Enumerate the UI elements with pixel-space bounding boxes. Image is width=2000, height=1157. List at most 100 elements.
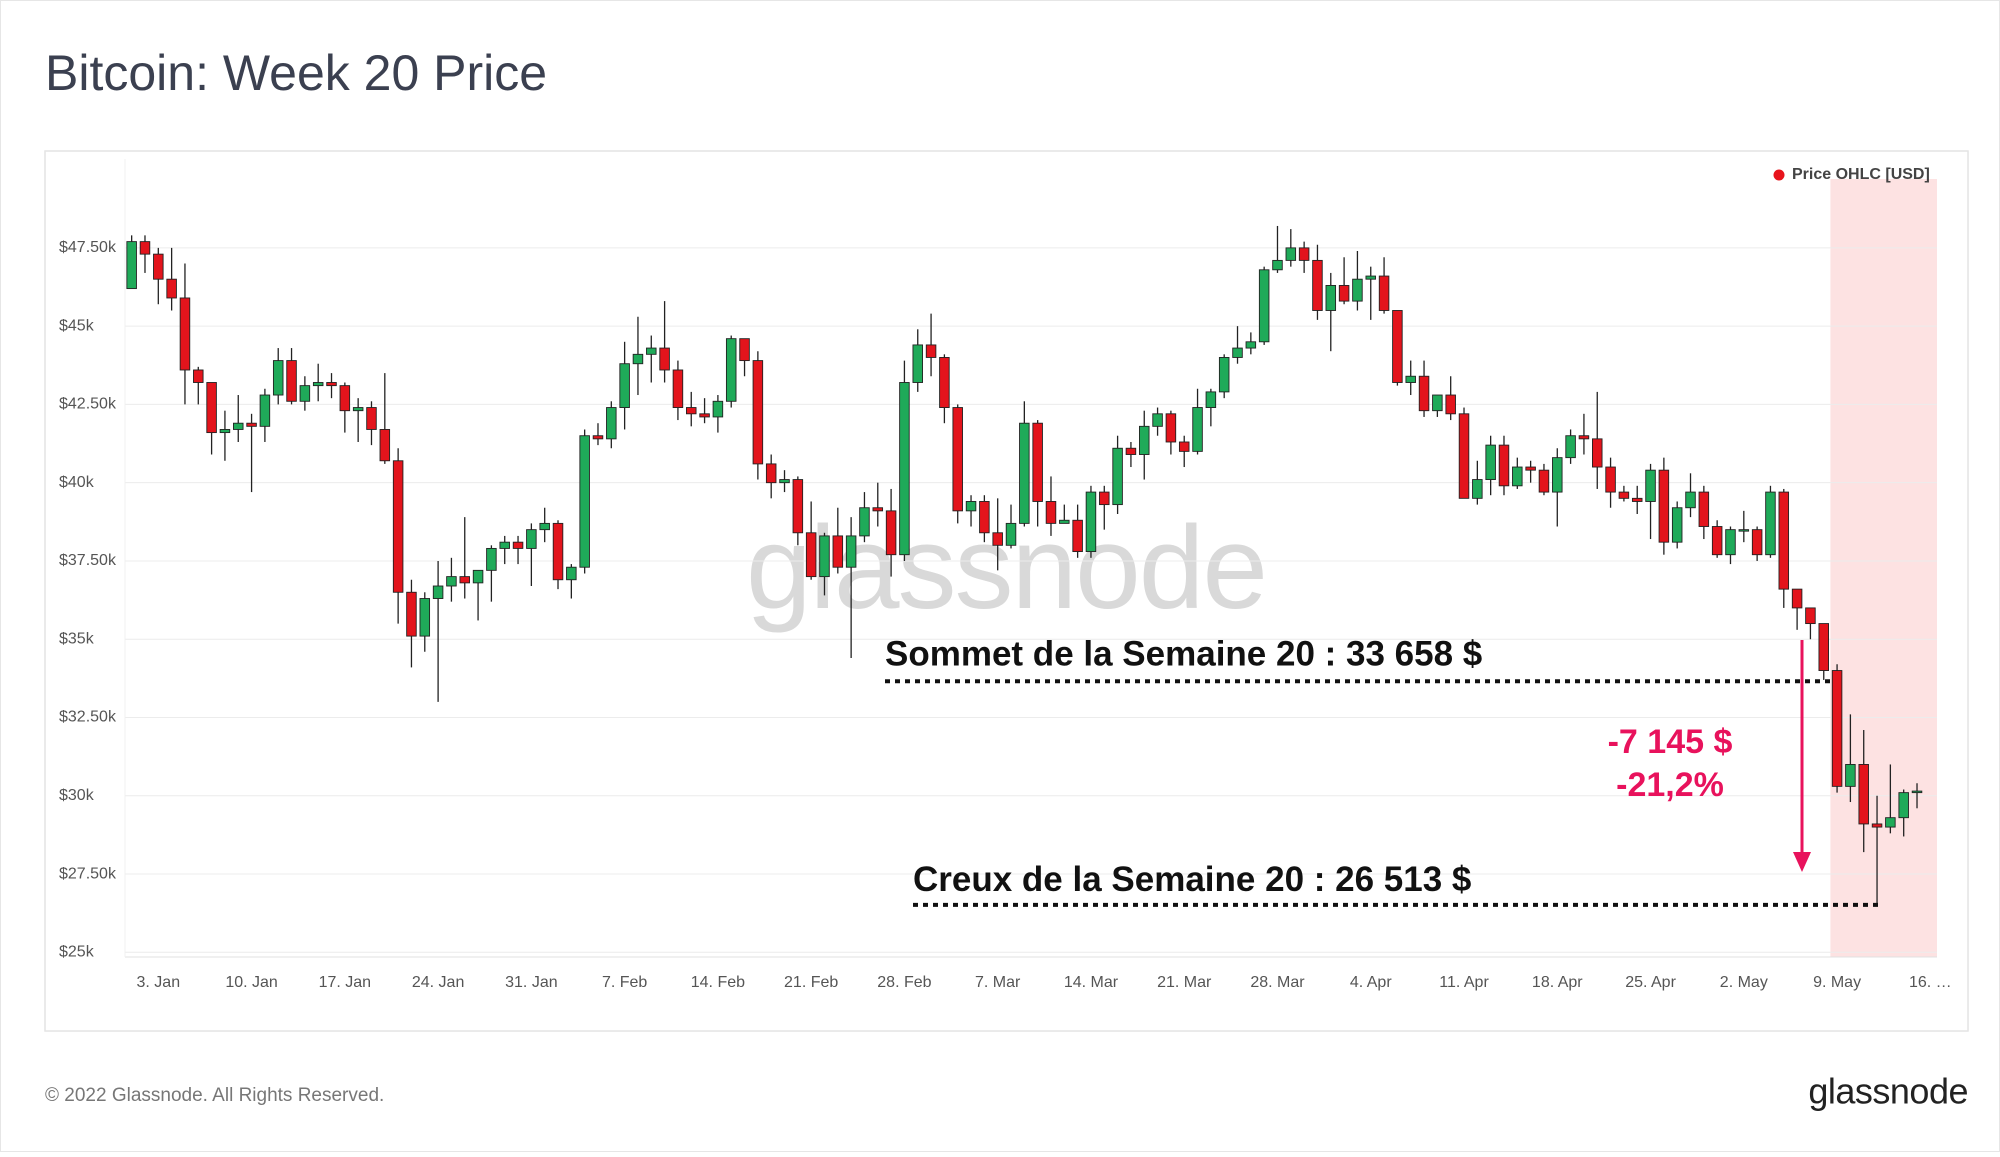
candle-body: [1685, 491, 1696, 509]
candle-body: [1858, 764, 1869, 825]
y-tick-label: $32.50k: [59, 709, 117, 726]
candle-body: [1418, 375, 1430, 412]
candle-body: [312, 382, 324, 387]
candle-body: [1458, 413, 1470, 499]
candle-body: [219, 429, 231, 434]
candle-body: [752, 360, 764, 465]
legend-marker: [1773, 169, 1785, 181]
x-tick-label: 31. Jan: [505, 974, 557, 991]
x-tick-label: 14. Mar: [1064, 974, 1119, 991]
y-tick-label: $30k: [59, 787, 95, 804]
candle-body: [1205, 391, 1217, 408]
candle-body: [432, 585, 444, 599]
candle-body: [845, 535, 857, 568]
candle-body: [1751, 529, 1763, 556]
candle-body: [1365, 275, 1376, 280]
candle-body: [1658, 469, 1670, 543]
candle-body: [1432, 394, 1443, 412]
x-tick-label: 21. Mar: [1157, 974, 1212, 991]
candle-body: [1085, 491, 1097, 553]
candle-body: [486, 547, 497, 571]
candle-body: [832, 535, 844, 568]
candle-body: [592, 435, 604, 440]
candle-body: [193, 369, 204, 383]
candle-body: [259, 394, 271, 427]
candle-body: [1871, 823, 1883, 828]
candle-body: [512, 541, 524, 549]
candle-body: [1605, 466, 1616, 493]
candle-body: [1765, 491, 1776, 556]
candle-body: [1125, 447, 1137, 455]
candle-body: [939, 357, 950, 408]
candle-body: [1512, 466, 1523, 487]
candle-body: [1178, 441, 1190, 452]
y-tick-label: $27.50k: [59, 865, 117, 882]
x-tick-label: 10. Jan: [225, 974, 277, 991]
candle-body: [246, 422, 257, 427]
candle-body: [1631, 497, 1643, 502]
candle-body: [992, 532, 1003, 546]
candle-body: [1232, 347, 1243, 358]
y-tick-label: $35k: [59, 630, 95, 647]
chart-frame: [44, 150, 1969, 1032]
candle-body: [1885, 817, 1896, 828]
x-tick-label: 24. Jan: [412, 974, 464, 991]
y-tick-label: $45k: [59, 317, 95, 334]
x-tick-label: 4. Apr: [1350, 974, 1392, 991]
candle-body: [499, 541, 510, 549]
candle-body: [885, 510, 897, 556]
candle-body: [446, 576, 457, 587]
x-tick-label: 17. Jan: [319, 974, 371, 991]
candle-body: [659, 347, 670, 371]
candle-body: [646, 347, 657, 355]
candle-body: [619, 363, 630, 408]
candle-body: [965, 501, 977, 512]
candle-body: [1099, 491, 1110, 506]
candle-body: [1485, 444, 1496, 481]
candle-body: [459, 576, 470, 584]
candle-body: [805, 532, 817, 578]
candle-body: [1671, 507, 1683, 543]
candle-body: [539, 522, 550, 531]
candle-body: [819, 535, 830, 578]
candle-body: [1285, 247, 1297, 261]
x-tick-label: 9. May: [1813, 974, 1861, 991]
candle-body: [1338, 284, 1350, 302]
x-tick-label: 25. Apr: [1625, 974, 1676, 991]
x-tick-label: 7. Feb: [602, 974, 647, 991]
candle-body: [326, 382, 337, 387]
candle-body: [1272, 259, 1283, 271]
candle-body: [1578, 435, 1590, 440]
candle-body: [286, 360, 297, 402]
x-tick-label: 14. Feb: [691, 974, 745, 991]
candle-body: [579, 435, 590, 568]
annotation-label: Creux de la Semaine 20 : 26 513 $: [913, 860, 1471, 899]
candle-body: [419, 598, 431, 637]
y-tick-label: $25k: [59, 944, 95, 961]
candle-body: [979, 501, 990, 534]
candle-body: [1298, 247, 1310, 261]
candle-body: [1725, 529, 1736, 556]
y-tick-label: $47.50k: [59, 239, 117, 256]
candle-body: [1165, 413, 1177, 443]
annotation-label: -21,2%: [1616, 766, 1724, 804]
plot-area: glassnode$25k$27.50k$30k$32.50k$35k$37.5…: [59, 159, 1952, 991]
candle-body: [1645, 469, 1656, 502]
x-tick-label: 2. May: [1720, 974, 1768, 991]
candle-body: [1325, 284, 1337, 311]
candle-body: [1445, 394, 1456, 415]
candle-body: [1312, 259, 1323, 311]
candle-body: [1112, 447, 1123, 506]
candle-body: [1045, 501, 1057, 524]
candle-body: [899, 382, 910, 556]
candle-body: [1831, 670, 1843, 787]
highlight-band: [1830, 179, 1937, 957]
candle-body: [392, 460, 404, 593]
candle-body: [765, 463, 777, 484]
x-tick-label: 28. Mar: [1250, 974, 1305, 991]
candle-body: [1472, 479, 1483, 499]
candle-body: [1218, 357, 1230, 393]
logo: glassnode: [1808, 1071, 1968, 1112]
